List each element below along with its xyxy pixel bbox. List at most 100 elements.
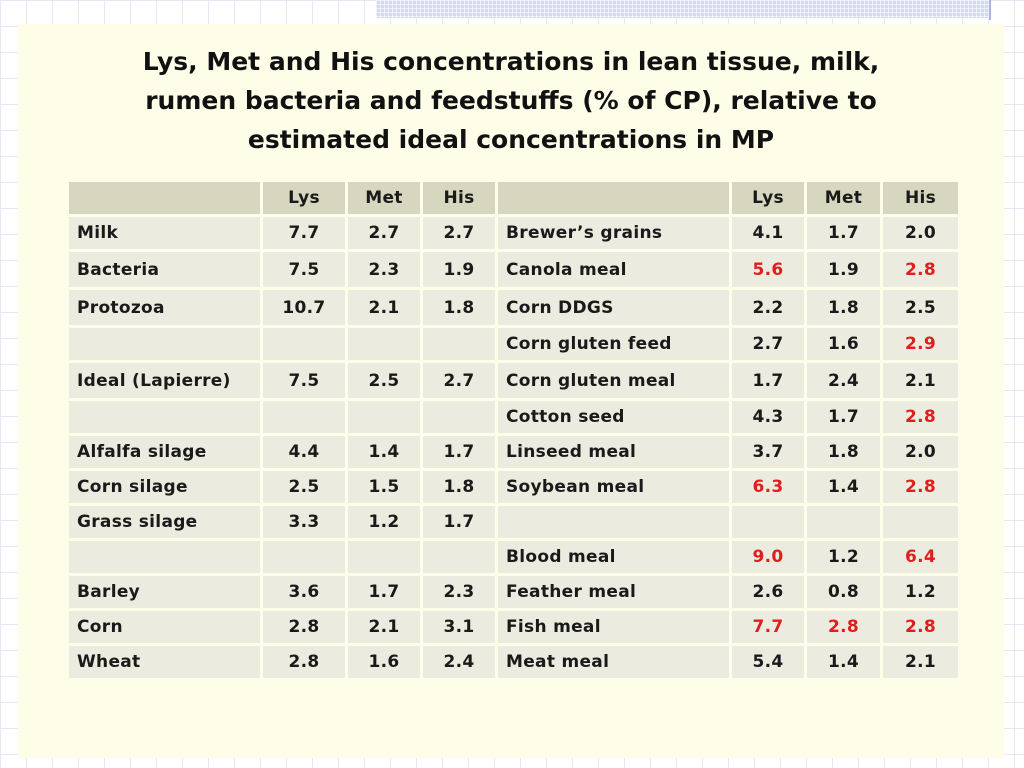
right-his-value: 2.8: [883, 471, 958, 503]
right-lys-value: 5.4: [732, 646, 804, 678]
left-feed-name: Barley: [69, 576, 260, 608]
left-his-value: [423, 328, 495, 360]
right-lys-value: [732, 506, 804, 538]
left-lys-value: [263, 401, 345, 433]
right-lys-value: 2.7: [732, 328, 804, 360]
left-feed-name: Corn silage: [69, 471, 260, 503]
table-row: Alfalfa silage 4.4 1.4 1.7 Linseed meal 3.7 1.…: [69, 436, 958, 468]
right-feed-name: Feather meal: [498, 576, 729, 608]
left-met-value: 1.6: [348, 646, 420, 678]
header-met-right: Met: [807, 182, 880, 214]
left-lys-value: 10.7: [263, 290, 345, 325]
right-his-value: 2.5: [883, 290, 958, 325]
right-met-value: 1.8: [807, 436, 880, 468]
left-met-value: [348, 541, 420, 573]
left-feed-name: Protozoa: [69, 290, 260, 325]
table-row: Wheat 2.8 1.6 2.4 Meat meal 5.4 1.4 2.1: [69, 646, 958, 678]
table-row: Blood meal 9.0 1.2 6.4: [69, 541, 958, 573]
left-met-value: 2.7: [348, 217, 420, 249]
left-feed-name: Milk: [69, 217, 260, 249]
header-lys-left: Lys: [263, 182, 345, 214]
left-met-value: 1.7: [348, 576, 420, 608]
right-met-value: 1.8: [807, 290, 880, 325]
amino-acid-table: Lys Met His Lys Met His Milk 7.7 2.7 2.7 Bre…: [66, 179, 961, 681]
left-his-value: 2.7: [423, 217, 495, 249]
right-lys-value: 2.6: [732, 576, 804, 608]
right-lys-value: 7.7: [732, 611, 804, 643]
left-lys-value: 2.5: [263, 471, 345, 503]
left-lys-value: 7.7: [263, 217, 345, 249]
left-his-value: 2.7: [423, 363, 495, 398]
table-row: Cotton seed 4.3 1.7 2.8: [69, 401, 958, 433]
header-his-right: His: [883, 182, 958, 214]
right-feed-name: Fish meal: [498, 611, 729, 643]
right-his-value: 1.2: [883, 576, 958, 608]
left-lys-value: [263, 541, 345, 573]
slide: Lys, Met and His concentrations in lean …: [18, 24, 1004, 758]
left-his-value: [423, 541, 495, 573]
right-his-value: 2.0: [883, 217, 958, 249]
left-met-value: 2.1: [348, 611, 420, 643]
table-row: Corn gluten feed 2.7 1.6 2.9: [69, 328, 958, 360]
table-header-row: Lys Met His Lys Met His: [69, 182, 958, 214]
left-his-value: 1.8: [423, 471, 495, 503]
left-his-value: [423, 401, 495, 433]
right-feed-name: Soybean meal: [498, 471, 729, 503]
left-lys-value: 2.8: [263, 611, 345, 643]
left-met-value: 1.4: [348, 436, 420, 468]
right-met-value: 2.4: [807, 363, 880, 398]
right-met-value: [807, 506, 880, 538]
right-lys-value: 3.7: [732, 436, 804, 468]
table-row: Bacteria 7.5 2.3 1.9 Canola meal 5.6 1.9 2.8: [69, 252, 958, 287]
table-body: Milk 7.7 2.7 2.7 Brewer’s grains 4.1 1.7 2.0 Bac…: [69, 217, 958, 678]
right-met-value: 1.4: [807, 471, 880, 503]
left-feed-name: [69, 328, 260, 360]
left-met-value: 2.3: [348, 252, 420, 287]
title-line-3: estimated ideal concentrations in MP: [247, 125, 775, 154]
header-blank-right: [498, 182, 729, 214]
right-his-value: 2.8: [883, 401, 958, 433]
header-blank-left: [69, 182, 260, 214]
right-met-value: 0.8: [807, 576, 880, 608]
right-feed-name: Corn gluten feed: [498, 328, 729, 360]
right-lys-value: 4.1: [732, 217, 804, 249]
left-feed-name: [69, 541, 260, 573]
left-lys-value: 2.8: [263, 646, 345, 678]
right-feed-name: Brewer’s grains: [498, 217, 729, 249]
left-lys-value: 4.4: [263, 436, 345, 468]
right-lys-value: 1.7: [732, 363, 804, 398]
left-feed-name: [69, 401, 260, 433]
header-his-left: His: [423, 182, 495, 214]
left-met-value: 2.1: [348, 290, 420, 325]
title-line-1: Lys, Met and His concentrations in lean …: [142, 47, 880, 76]
left-met-value: [348, 328, 420, 360]
right-his-value: 6.4: [883, 541, 958, 573]
right-met-value: 2.8: [807, 611, 880, 643]
left-feed-name: Bacteria: [69, 252, 260, 287]
left-feed-name: Alfalfa silage: [69, 436, 260, 468]
right-feed-name: Blood meal: [498, 541, 729, 573]
left-his-value: 3.1: [423, 611, 495, 643]
table-row: Ideal (Lapierre) 7.5 2.5 2.7 Corn gluten mea…: [69, 363, 958, 398]
table-row: Protozoa 10.7 2.1 1.8 Corn DDGS 2.2 1.8 2.5: [69, 290, 958, 325]
right-his-value: 2.1: [883, 363, 958, 398]
left-his-value: 2.4: [423, 646, 495, 678]
right-met-value: 1.6: [807, 328, 880, 360]
left-his-value: 1.7: [423, 506, 495, 538]
left-lys-value: 3.3: [263, 506, 345, 538]
right-met-value: 1.9: [807, 252, 880, 287]
right-his-value: 2.8: [883, 252, 958, 287]
right-met-value: 1.2: [807, 541, 880, 573]
left-feed-name: Wheat: [69, 646, 260, 678]
right-lys-value: 6.3: [732, 471, 804, 503]
right-feed-name: Canola meal: [498, 252, 729, 287]
table-row: Grass silage 3.3 1.2 1.7: [69, 506, 958, 538]
left-met-value: [348, 401, 420, 433]
right-his-value: 2.0: [883, 436, 958, 468]
right-met-value: 1.4: [807, 646, 880, 678]
left-his-value: 1.8: [423, 290, 495, 325]
left-his-value: 1.7: [423, 436, 495, 468]
left-met-value: 1.2: [348, 506, 420, 538]
right-lys-value: 2.2: [732, 290, 804, 325]
left-feed-name: Ideal (Lapierre): [69, 363, 260, 398]
